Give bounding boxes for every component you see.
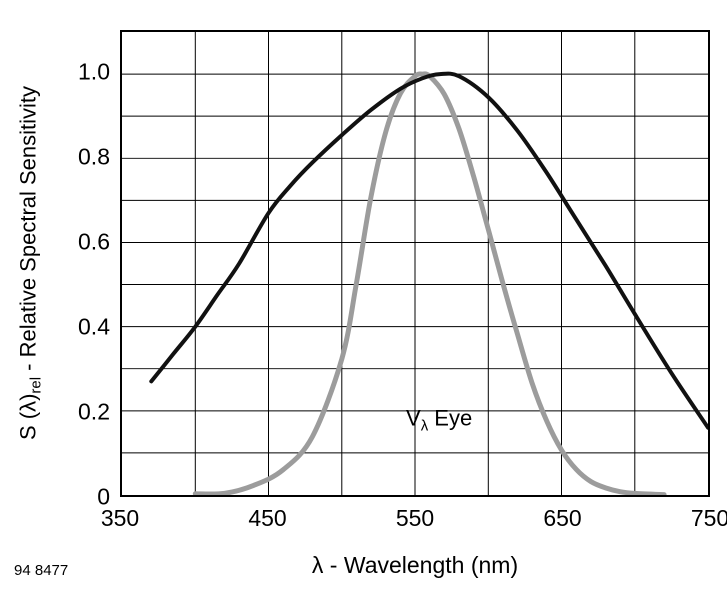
x-axis-title: λ - Wavelength (nm): [311, 552, 519, 578]
y-axis-title-subscript: rel: [27, 376, 45, 394]
curve-detector: [149, 71, 708, 430]
y-tick-label: 0.6: [78, 228, 110, 255]
grid-lines: [122, 32, 708, 495]
figure-number: 94 8477: [14, 562, 69, 579]
y-axis-title: S (λ)rel - Relative Spectral Sensitivity: [15, 86, 44, 440]
eye-annotation-post: Eye: [428, 405, 473, 431]
x-tick-label: 350: [100, 505, 140, 531]
y-tick-label: 0.2: [78, 398, 110, 425]
curve-eye: [192, 71, 667, 495]
x-tick-label: 450: [248, 505, 287, 531]
x-tick-label: 650: [543, 505, 582, 531]
y-tick-label: 0.4: [78, 313, 110, 340]
x-tick-label: 550: [395, 505, 435, 531]
y-tick-label: 1.0: [78, 58, 110, 85]
y-axis-title-post: - Relative Spectral Sensitivity: [15, 85, 41, 377]
plot-area: Vλ Eye: [120, 30, 710, 497]
y-tick-label: 0.8: [78, 143, 110, 170]
eye-annotation-subscript: λ: [420, 418, 429, 436]
chart-canvas: [122, 32, 708, 495]
y-tick-label: 0: [97, 483, 110, 510]
eye-curve-annotation: Vλ Eye: [406, 406, 472, 435]
x-tick-label: 750: [690, 505, 727, 531]
eye-annotation-pre: V: [406, 405, 421, 431]
y-axis-title-pre: S (λ): [15, 393, 41, 441]
